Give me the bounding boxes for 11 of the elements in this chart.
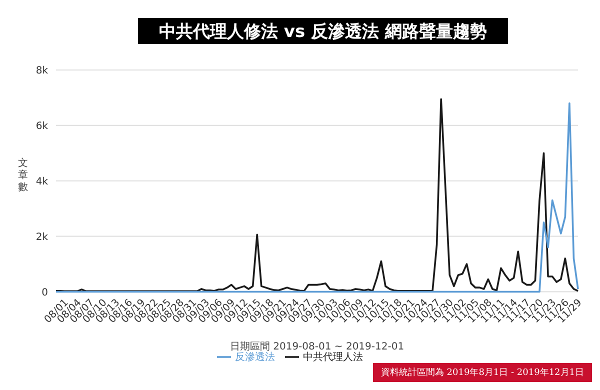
text: 資料統計區間為 2019年8月1日 - 2019年12月1日	[372, 363, 592, 382]
y-tick-label: 6k	[36, 120, 48, 132]
y-tick-label: 2k	[36, 232, 48, 243]
y-tick-label: 8k	[36, 66, 48, 77]
legend-label: 反滲透法	[235, 352, 275, 363]
y-tick-label: 0	[42, 287, 48, 298]
legend-label: 中共代理人法	[303, 352, 363, 363]
y-axis-title: 文章數	[17, 158, 29, 194]
chart-title: 中共代理人修法 vs 反滲透法 網路聲量趨勢	[138, 18, 508, 44]
x-axis-title: 日期區間 2019-08-01 ~ 2019-12-01	[230, 340, 404, 353]
y-tick-label: 4k	[36, 176, 48, 188]
